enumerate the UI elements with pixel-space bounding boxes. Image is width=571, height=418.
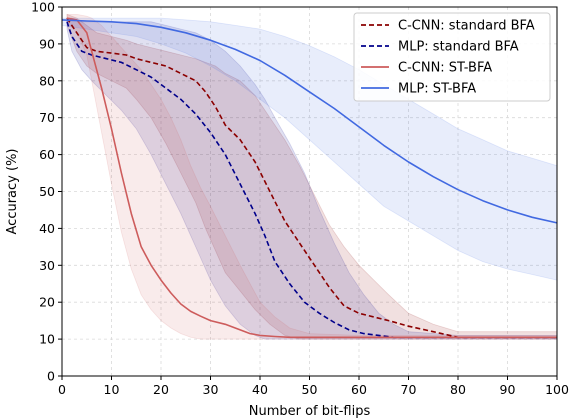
x-tick-label: 60 — [351, 382, 367, 397]
y-tick-label: 80 — [39, 73, 55, 88]
y-tick-label: 20 — [39, 295, 55, 310]
x-tick-label: 10 — [104, 382, 120, 397]
y-tick-label: 10 — [39, 332, 55, 347]
legend-frame — [353, 12, 551, 102]
legend-label: MLP: ST-BFA — [398, 82, 476, 97]
y-tick-label: 90 — [39, 36, 55, 51]
x-tick-label: 0 — [58, 382, 66, 397]
x-tick-label: 80 — [450, 382, 466, 397]
x-tick-label: 70 — [401, 382, 417, 397]
legend-label: C-CNN: ST-BFA — [398, 61, 492, 76]
x-tick-label: 90 — [500, 382, 516, 397]
y-tick-label: 40 — [39, 221, 55, 236]
y-axis-label: Accuracy (%) — [5, 149, 20, 235]
x-tick-label: 40 — [252, 382, 268, 397]
y-tick-label: 50 — [39, 184, 55, 199]
line-mlp-standard-bfa — [66, 21, 557, 339]
axis-ticks: 0 10 20 30 40 50 60 70 80 90 100 0 10 20 30 40 50 60 70 80 9… — [31, 0, 569, 397]
x-tick-label: 100 — [545, 382, 569, 397]
x-tick-label: 30 — [203, 382, 219, 397]
x-axis-label: Number of bit-flips — [249, 404, 371, 418]
y-tick-label: 100 — [31, 0, 55, 15]
line-c-cnn-st-bfa — [66, 17, 557, 339]
line-mlp-st-bfa — [61, 19, 558, 224]
x-tick-label: 50 — [302, 382, 318, 397]
line-c-cnn-standard-bfa — [66, 17, 557, 339]
x-tick-label: 20 — [153, 382, 169, 397]
legend-label: MLP: standard BFA — [398, 40, 519, 55]
series-lines — [61, 17, 558, 339]
y-tick-label: 30 — [39, 258, 55, 273]
legend-label: C-CNN: standard BFA — [398, 19, 535, 34]
y-tick-label: 60 — [39, 147, 55, 162]
legend: C-CNN: standard BFA MLP: standard BFA C-CN… — [353, 12, 551, 102]
y-tick-label: 0 — [47, 369, 55, 384]
y-tick-label: 70 — [39, 110, 55, 125]
